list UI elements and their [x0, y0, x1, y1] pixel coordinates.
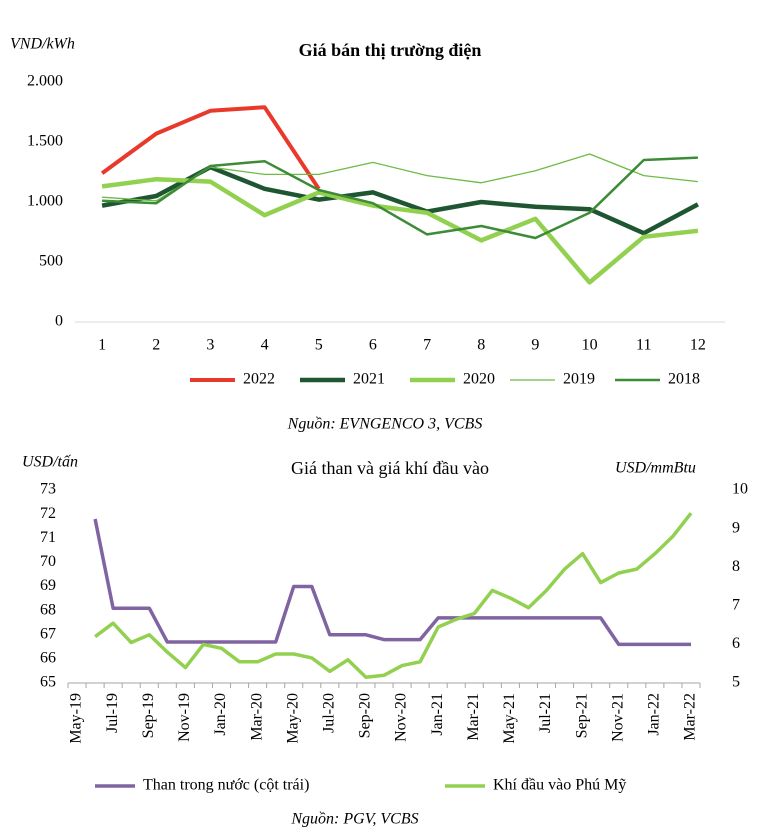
x-tick-label: Jan-22: [646, 693, 663, 736]
series-line: [100, 105, 321, 190]
x-tick-label: Nov-20: [393, 693, 410, 742]
y-tick-label: 500: [39, 253, 63, 270]
y-tick-label: 2.000: [27, 73, 63, 90]
y2-axis-label: USD/mmBtu: [615, 460, 696, 477]
y-tick-label: 70: [40, 553, 56, 570]
y2-tick-label: 9: [732, 519, 740, 536]
x-tick-label: 5: [315, 337, 323, 354]
y2-tick-label: 10: [732, 481, 748, 498]
y-tick-label: 0: [55, 313, 63, 330]
x-tick-label: Mar-21: [465, 693, 482, 741]
x-tick-label: Jul-21: [537, 693, 554, 733]
y-tick-label: 73: [40, 481, 56, 498]
y-axis-label: VND/kWh: [10, 36, 75, 53]
x-tick-label: 7: [423, 337, 431, 354]
x-tick-label: Mar-22: [682, 693, 699, 741]
x-tick-label: Jan-21: [429, 693, 446, 736]
x-tick-label: Nov-19: [176, 693, 193, 742]
y2-tick-label: 8: [732, 558, 740, 575]
chart-title: Giá than và giá khí đầu vào: [291, 458, 489, 478]
legend-label: Khí đầu vào Phú Mỹ: [493, 777, 626, 794]
x-tick-label: May-20: [284, 693, 301, 744]
series-line: [101, 176, 699, 285]
x-tick-label: Jul-20: [321, 693, 338, 733]
x-tick-label: 12: [690, 337, 706, 354]
y-tick-label: 65: [40, 674, 56, 691]
y-axis-label: USD/tấn: [22, 454, 78, 471]
x-tick-label: 4: [261, 337, 269, 354]
y-tick-label: 1.500: [27, 133, 63, 150]
x-tick-label: Mar-20: [248, 693, 265, 741]
x-tick-label: 6: [369, 337, 377, 354]
x-tick-label: Sep-21: [573, 693, 590, 738]
legend-label: 2018: [668, 371, 700, 388]
legend-label: 2019: [563, 371, 595, 388]
y2-tick-label: 7: [732, 596, 740, 613]
x-tick-label: 9: [531, 337, 539, 354]
x-tick-label: May-19: [68, 693, 85, 744]
legend-label: Than trong nước (cột trái): [143, 777, 309, 794]
legend-label: 2020: [463, 371, 495, 388]
x-tick-label: 8: [477, 337, 485, 354]
x-tick-label: Sep-19: [140, 693, 157, 738]
y2-tick-label: 5: [732, 674, 740, 691]
x-tick-label: May-21: [501, 693, 518, 744]
chart-title: Giá bán thị trường điện: [299, 40, 482, 60]
source-note: Nguồn: PGV, VCBS: [290, 811, 418, 828]
x-tick-label: Jan-20: [212, 693, 229, 736]
x-tick-label: 3: [206, 337, 214, 354]
y-tick-label: 71: [40, 529, 56, 546]
series-line: [94, 512, 693, 679]
series-line: [93, 518, 691, 647]
x-tick-label: 2: [152, 337, 160, 354]
series-line: [101, 164, 699, 236]
legend-label: 2022: [243, 371, 275, 388]
x-tick-label: Nov-21: [609, 693, 626, 742]
x-tick-label: 10: [582, 337, 598, 354]
y-tick-label: 1.000: [27, 193, 63, 210]
y-tick-label: 67: [40, 625, 56, 642]
y-tick-label: 68: [40, 601, 56, 618]
x-tick-label: Jul-19: [104, 693, 121, 733]
y-tick-label: 72: [40, 505, 56, 522]
legend-label: 2021: [353, 371, 385, 388]
y-tick-label: 69: [40, 577, 56, 594]
source-note: Nguồn: EVNGENCO 3, VCBS: [287, 416, 483, 433]
y2-tick-label: 6: [732, 635, 740, 652]
x-tick-label: Sep-20: [357, 693, 374, 738]
y-tick-label: 66: [40, 650, 56, 667]
x-tick-label: 1: [98, 337, 106, 354]
series-line: [102, 156, 698, 240]
x-tick-label: 11: [636, 337, 651, 354]
